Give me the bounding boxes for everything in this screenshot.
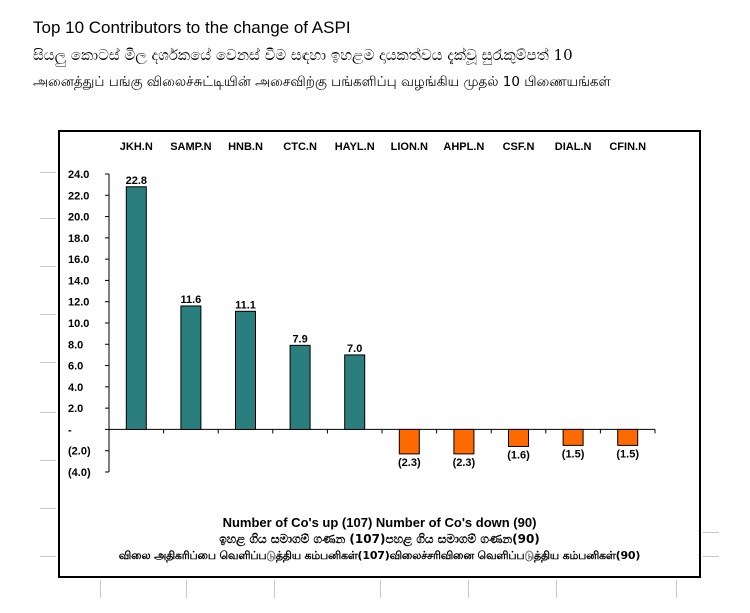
background-gridline	[703, 556, 719, 557]
category-label: JKH.N	[120, 141, 153, 153]
data-label: (2.3)	[398, 457, 421, 469]
y-tick-label: (4.0)	[68, 467, 91, 479]
chart-title: Top 10 Contributors to the change of ASP…	[33, 18, 351, 37]
footer-line-english: Number of Co's up (107) Number of Co's d…	[222, 515, 537, 530]
background-gridline	[40, 172, 56, 173]
y-tick-label: 20.0	[68, 212, 89, 224]
background-gridline	[380, 580, 381, 598]
category-label: HNB.N	[228, 141, 263, 153]
footer-line-sinhala: ඉහළ ගිය සමාගම් ගණන (107)පහළ ගිය සමාගම් ග…	[219, 532, 540, 546]
y-tick-label: 10.0	[68, 318, 89, 330]
y-tick-label: 4.0	[68, 382, 83, 394]
data-label: 11.6	[180, 294, 201, 306]
data-label: 11.1	[235, 299, 256, 311]
y-tick-label: 2.0	[68, 403, 83, 415]
y-tick-label: 14.0	[68, 275, 89, 287]
background-gridline	[40, 412, 56, 413]
subtitle-sinhala: සියලු කොටස් මිල දර්ශකයේ වෙනස් වීම සඳහා ඉ…	[33, 46, 573, 64]
background-gridline	[676, 580, 677, 598]
bar-JKH.N	[125, 186, 147, 430]
y-tick-label: 18.0	[68, 233, 89, 245]
data-label: 7.9	[292, 333, 307, 345]
category-label: CSF.N	[503, 141, 535, 153]
category-label: HAYL.N	[335, 141, 375, 153]
bar-HAYL.N	[344, 354, 366, 430]
y-tick-label: 16.0	[68, 254, 89, 266]
y-tick-label: 24.0	[68, 169, 89, 181]
y-tick-label: 12.0	[68, 297, 89, 309]
background-gridline	[100, 580, 101, 598]
category-label: LION.N	[391, 141, 428, 153]
bar-DIAL.N	[562, 428, 584, 446]
bar-CTC.N	[289, 344, 311, 430]
background-gridline	[468, 580, 469, 598]
y-tick-label: 8.0	[68, 339, 83, 351]
y-tick-label: -	[68, 424, 72, 436]
y-tick-label: 6.0	[68, 361, 83, 373]
background-gridline	[40, 218, 56, 219]
bar-chart: JKH.N SAMP.N HNB.N CTC.N HAYL.N LION.N AHPL.N C…	[68, 141, 656, 479]
subtitle-tamil: அனைத்துப் பங்கு விலைச்சுட்டியின் அசைவிற்…	[33, 74, 611, 90]
background-gridline	[186, 580, 187, 598]
category-label: CFIN.N	[609, 141, 646, 153]
data-label: (1.5)	[616, 448, 639, 460]
y-tick-label: 22.0	[68, 190, 89, 202]
bar-SAMP.N	[180, 305, 202, 430]
footer-line-tamil: விலை அதிகரிப்பை வெளிப்படுத்திய கம்பனிகள்…	[118, 549, 641, 562]
background-gridline	[274, 580, 275, 598]
category-label: DIAL.N	[555, 141, 592, 153]
chart-container: JKH.N SAMP.N HNB.N CTC.N HAYL.N LION.N AHPL.N C…	[58, 130, 701, 578]
category-label: CTC.N	[283, 141, 317, 153]
data-label: (1.6)	[507, 449, 530, 461]
bar-CFIN.N	[617, 428, 639, 446]
background-gridline	[40, 556, 56, 557]
bar-AHPL.N	[453, 428, 475, 455]
bar-HNB.N	[235, 310, 256, 430]
y-tick-label: (2.0)	[68, 446, 91, 458]
bar-CSF.N	[508, 428, 529, 447]
background-gridline	[40, 362, 56, 363]
data-label: 7.0	[347, 343, 362, 355]
category-label: SAMP.N	[170, 141, 211, 153]
background-gridline	[703, 532, 719, 533]
background-gridline	[40, 266, 56, 267]
bar-LION.N	[398, 428, 420, 455]
category-label: AHPL.N	[443, 141, 484, 153]
background-gridline	[40, 314, 56, 315]
background-gridline	[40, 508, 56, 509]
background-gridline	[40, 460, 56, 461]
data-label: 22.8	[126, 175, 147, 187]
data-label: (2.3)	[453, 457, 476, 469]
data-label: (1.5)	[562, 448, 585, 460]
background-gridline	[556, 580, 557, 598]
